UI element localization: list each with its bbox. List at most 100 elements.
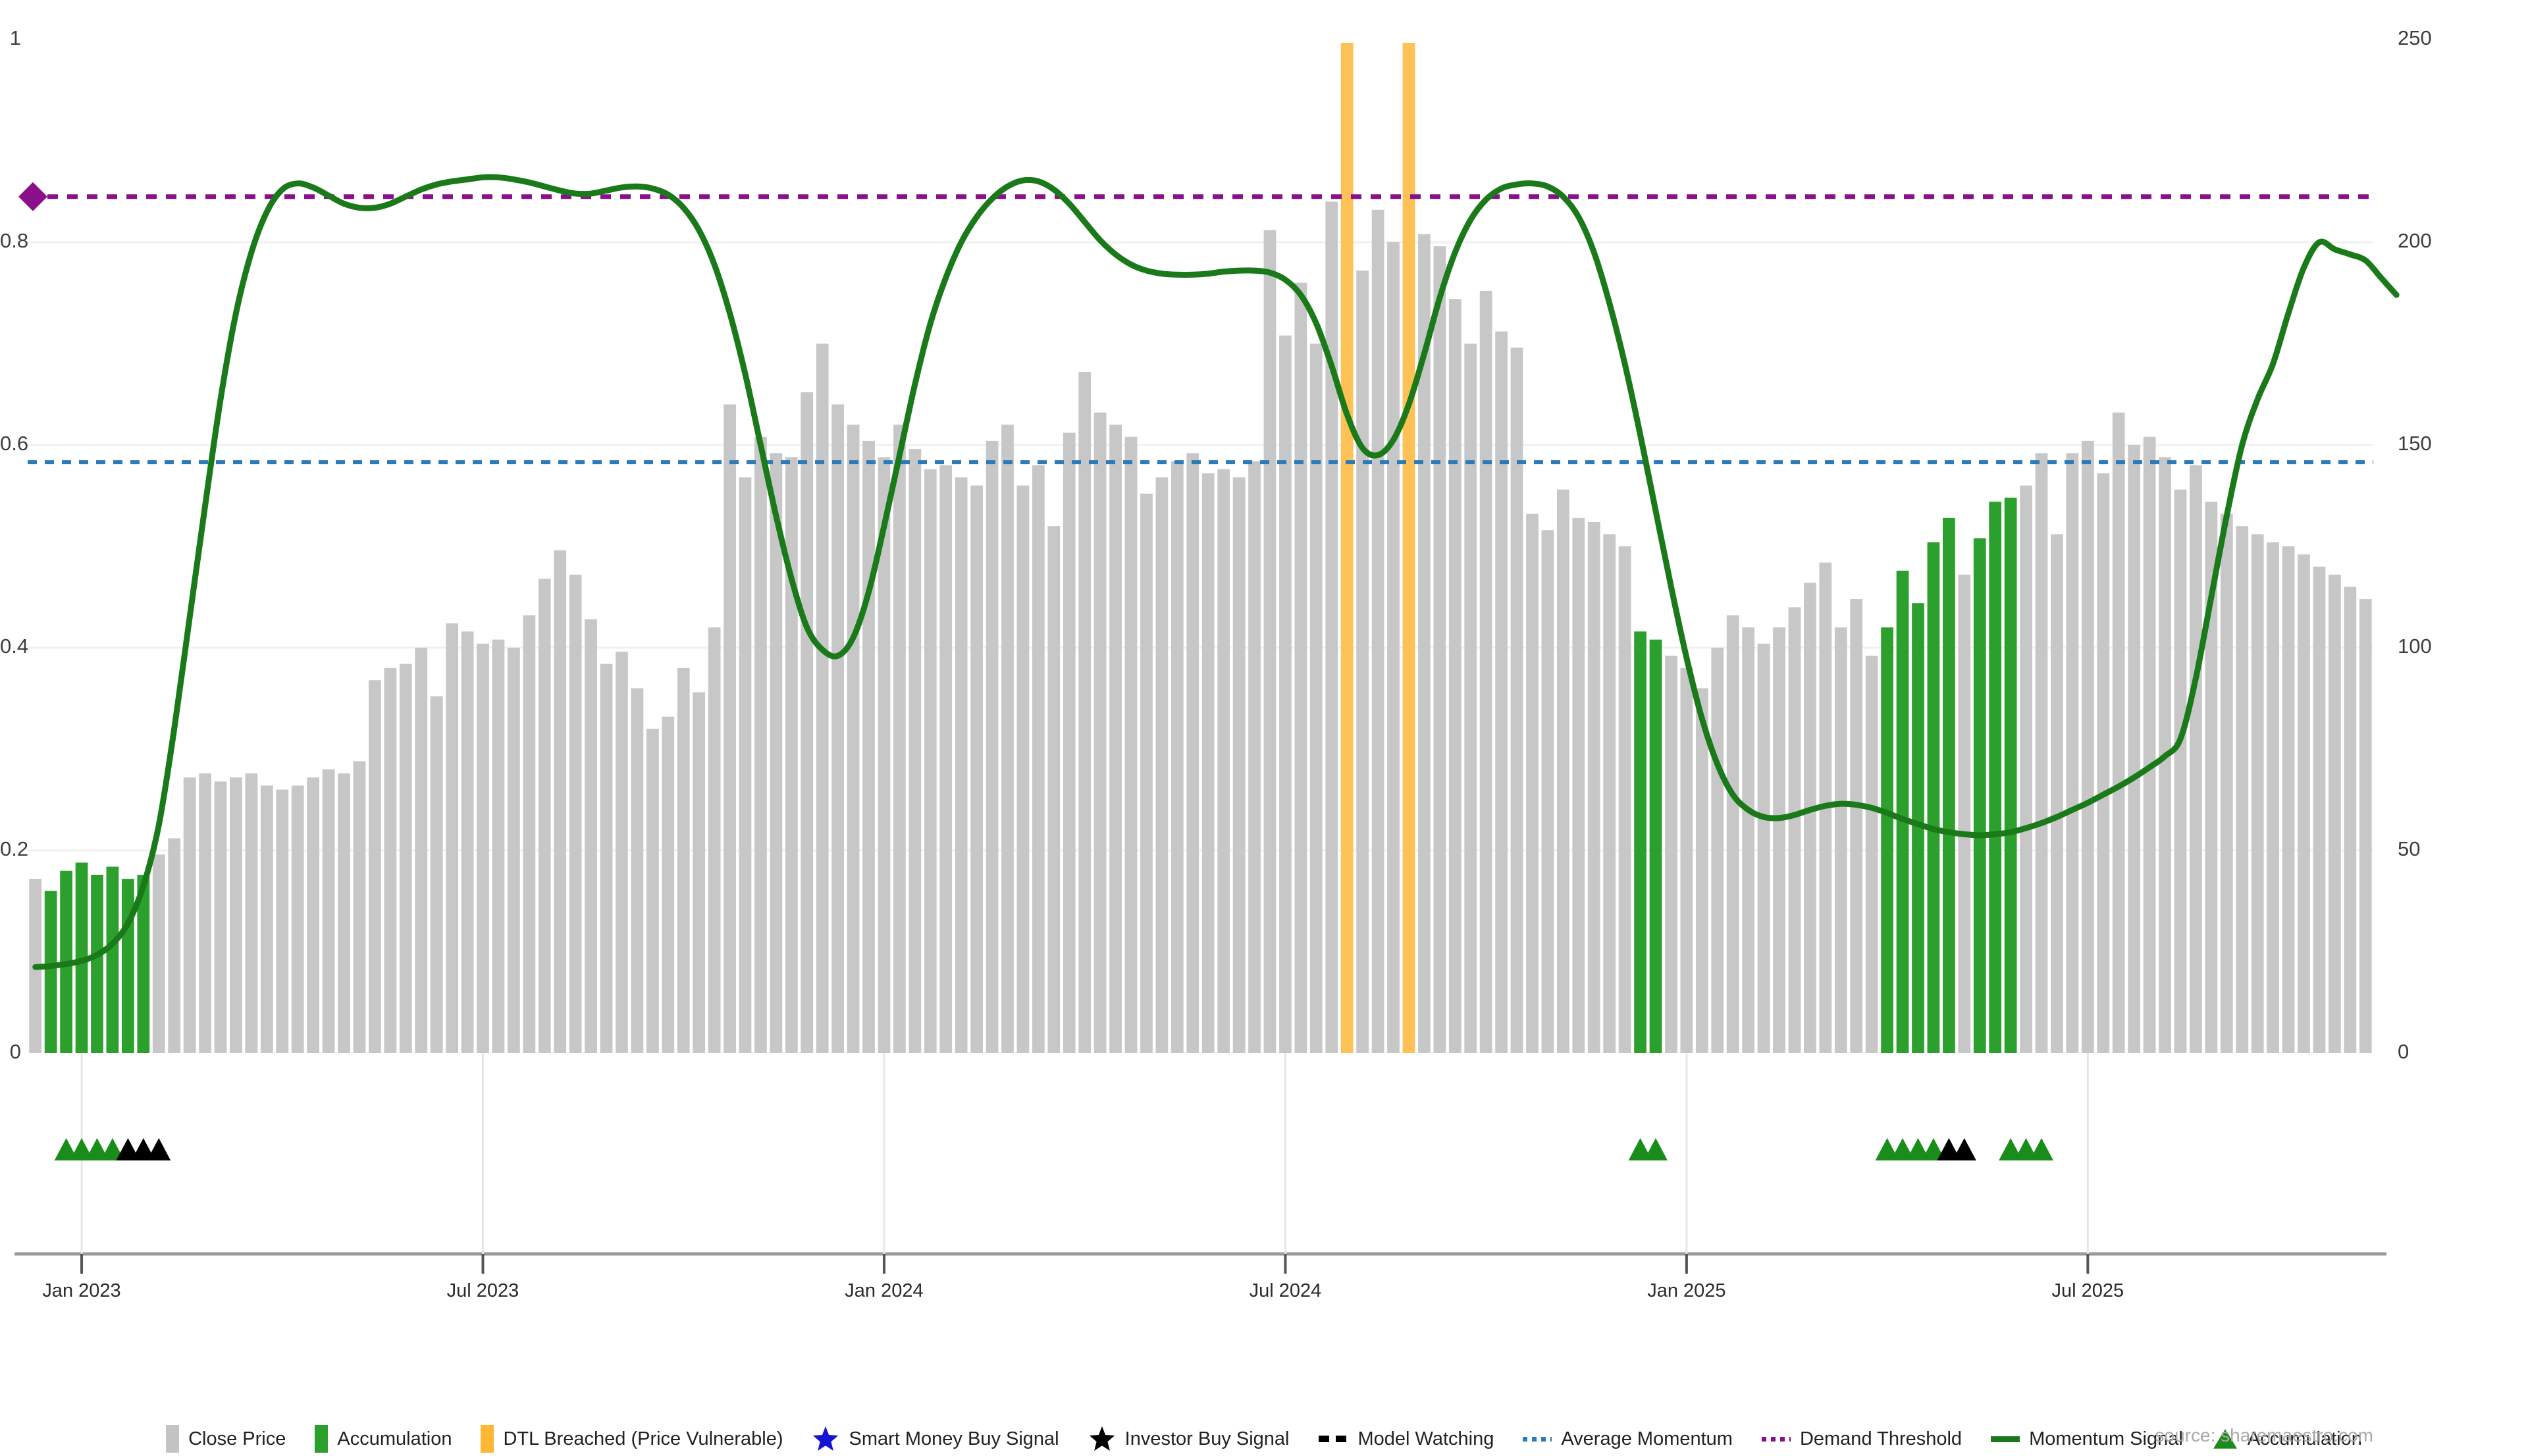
bar-close-price[interactable]	[569, 575, 582, 1053]
bar-accumulation[interactable]	[1943, 517, 1955, 1053]
bar-close-price[interactable]	[1047, 526, 1061, 1053]
bar-close-price[interactable]	[1773, 627, 1785, 1053]
bar-close-price[interactable]	[1418, 234, 1431, 1054]
bar-close-price[interactable]	[1356, 271, 1369, 1053]
bar-accumulation[interactable]	[137, 874, 150, 1053]
bar-close-price[interactable]	[831, 404, 845, 1053]
bar-close-price[interactable]	[816, 344, 829, 1053]
bar-close-price[interactable]	[492, 639, 505, 1053]
accumulation-triangle-marker[interactable]	[1906, 1138, 1930, 1160]
bar-close-price[interactable]	[168, 838, 181, 1053]
accumulation-triangle-marker[interactable]	[1999, 1138, 2023, 1160]
accumulation-triangle-marker[interactable]	[70, 1138, 94, 1160]
bar-close-price[interactable]	[369, 680, 381, 1053]
accumulation-triangle-marker[interactable]	[1921, 1138, 1945, 1160]
investor-buy-triangle-marker[interactable]	[147, 1138, 171, 1160]
bar-close-price[interactable]	[2313, 566, 2326, 1053]
bar-close-price[interactable]	[847, 425, 860, 1053]
bar-close-price[interactable]	[1495, 331, 1508, 1053]
bar-accumulation[interactable]	[1881, 627, 1893, 1053]
bar-close-price[interactable]	[1263, 230, 1277, 1053]
bar-close-price[interactable]	[708, 627, 721, 1053]
bar-dtl-breached[interactable]	[1402, 43, 1415, 1053]
bar-close-price[interactable]	[770, 453, 783, 1053]
accumulation-triangle-marker[interactable]	[54, 1138, 78, 1160]
bar-accumulation[interactable]	[1927, 542, 1940, 1053]
bar-close-price[interactable]	[1587, 522, 1600, 1053]
bar-close-price[interactable]	[1155, 477, 1169, 1053]
bar-close-price[interactable]	[754, 436, 767, 1053]
bar-close-price[interactable]	[1726, 615, 1739, 1053]
bar-close-price[interactable]	[230, 777, 242, 1053]
bar-close-price[interactable]	[785, 457, 798, 1053]
legend-model-watching[interactable]: Model Watching	[1318, 1428, 1494, 1450]
bar-close-price[interactable]	[970, 485, 983, 1053]
bar-close-price[interactable]	[677, 667, 690, 1053]
bar-accumulation[interactable]	[91, 874, 103, 1053]
bar-close-price[interactable]	[1556, 489, 1569, 1053]
investor-buy-triangle-marker[interactable]	[1952, 1138, 1976, 1160]
bar-close-price[interactable]	[276, 789, 289, 1053]
bar-close-price[interactable]	[245, 773, 258, 1053]
bar-close-price[interactable]	[1309, 344, 1323, 1053]
bar-close-price[interactable]	[939, 465, 953, 1053]
bar-close-price[interactable]	[724, 404, 736, 1053]
bar-close-price[interactable]	[1541, 530, 1554, 1053]
bar-accumulation[interactable]	[1649, 639, 1662, 1053]
bar-close-price[interactable]	[1078, 372, 1092, 1053]
bar-close-price[interactable]	[1248, 461, 1261, 1053]
bar-close-price[interactable]	[878, 457, 891, 1053]
legend-dtl-breached[interactable]: DTL Breached (Price Vulnerable)	[481, 1425, 783, 1453]
bar-close-price[interactable]	[2236, 526, 2249, 1053]
bar-close-price[interactable]	[2020, 485, 2032, 1053]
accumulation-triangle-marker[interactable]	[100, 1138, 124, 1160]
bar-close-price[interactable]	[384, 667, 397, 1053]
bar-close-price[interactable]	[662, 716, 675, 1053]
bar-close-price[interactable]	[1140, 493, 1153, 1053]
bar-close-price[interactable]	[631, 688, 644, 1053]
bar-close-price[interactable]	[955, 477, 968, 1053]
legend-investor-buy[interactable]: Investor Buy Signal	[1088, 1425, 1290, 1453]
bar-dtl-breached[interactable]	[1340, 43, 1354, 1053]
bar-close-price[interactable]	[291, 785, 304, 1053]
bar-close-price[interactable]	[1834, 627, 1847, 1053]
bar-accumulation[interactable]	[1634, 631, 1646, 1053]
bar-close-price[interactable]	[1742, 627, 1755, 1053]
bar-close-price[interactable]	[353, 761, 366, 1053]
investor-buy-triangle-marker[interactable]	[131, 1138, 155, 1160]
bar-close-price[interactable]	[1032, 465, 1045, 1053]
bar-close-price[interactable]	[893, 425, 906, 1053]
bar-close-price[interactable]	[260, 785, 273, 1053]
bar-close-price[interactable]	[1850, 599, 1863, 1053]
bar-close-price[interactable]	[1063, 432, 1076, 1053]
legend-smart-money-buy[interactable]: Smart Money Buy Signal	[812, 1425, 1059, 1453]
accumulation-triangle-marker[interactable]	[1644, 1138, 1668, 1160]
bar-close-price[interactable]	[1572, 517, 1585, 1053]
bar-close-price[interactable]	[1711, 648, 1724, 1053]
bar-close-price[interactable]	[2128, 445, 2141, 1053]
bar-close-price[interactable]	[1526, 513, 1539, 1053]
bar-accumulation[interactable]	[121, 879, 134, 1053]
bar-accumulation[interactable]	[44, 891, 57, 1053]
bar-accumulation[interactable]	[1896, 570, 1909, 1053]
bar-close-price[interactable]	[1093, 412, 1107, 1053]
accumulation-triangle-marker[interactable]	[1628, 1138, 1652, 1160]
bar-close-price[interactable]	[2066, 453, 2079, 1053]
bar-close-price[interactable]	[415, 648, 428, 1053]
bar-close-price[interactable]	[1603, 534, 1616, 1053]
bar-close-price[interactable]	[1695, 688, 1708, 1053]
accumulation-triangle-marker[interactable]	[2014, 1138, 2038, 1160]
bar-close-price[interactable]	[693, 692, 706, 1053]
bar-close-price[interactable]	[307, 777, 320, 1053]
bar-close-price[interactable]	[585, 619, 597, 1053]
bar-close-price[interactable]	[508, 648, 520, 1053]
bar-close-price[interactable]	[739, 477, 752, 1053]
bar-close-price[interactable]	[446, 623, 458, 1053]
bar-close-price[interactable]	[2329, 575, 2341, 1053]
bar-close-price[interactable]	[2298, 554, 2310, 1053]
bar-close-price[interactable]	[1371, 209, 1384, 1054]
bar-close-price[interactable]	[924, 469, 937, 1053]
accumulation-triangle-marker[interactable]	[1891, 1138, 1915, 1160]
bar-close-price[interactable]	[2051, 534, 2063, 1053]
bar-close-price[interactable]	[152, 854, 165, 1053]
